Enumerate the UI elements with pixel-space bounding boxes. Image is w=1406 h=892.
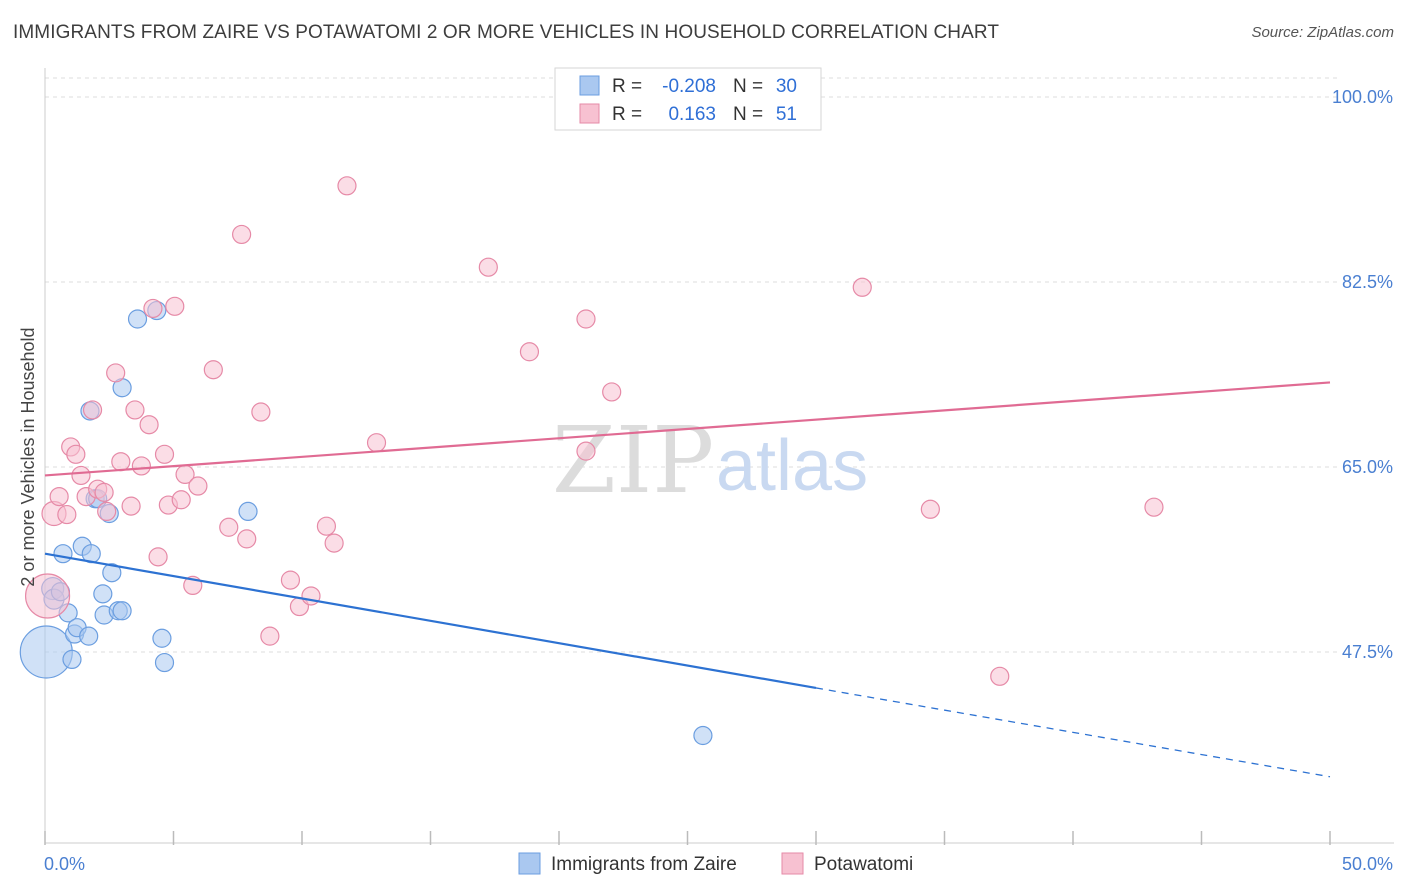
legend-label-zaire: Immigrants from Zaire — [551, 854, 737, 875]
potawatomi-point — [143, 298, 163, 319]
potawatomi-point — [94, 482, 114, 502]
zaire-point — [154, 652, 175, 673]
zaire-point — [93, 584, 113, 604]
potawatomi-point — [66, 444, 86, 464]
potawatomi-point — [121, 496, 141, 516]
potawatomi-point — [280, 570, 301, 590]
potawatomi-point — [203, 360, 223, 380]
trend-line-potawatomi — [44, 381, 1331, 477]
potawatomi-point — [366, 433, 387, 453]
potawatomi-point — [219, 517, 239, 537]
zaire-point — [693, 725, 713, 746]
potawatomi-point — [920, 499, 940, 519]
stats-n-value-2: 51 — [776, 104, 797, 125]
stats-n-label-2: N = — [733, 104, 763, 125]
potawatomi-point — [57, 504, 77, 525]
potawatomi-point — [519, 342, 540, 362]
x-tick-label-0: 0.0% — [44, 854, 85, 874]
potawatomi-point — [260, 626, 280, 646]
series-potawatomi — [24, 176, 1164, 686]
zaire-point — [53, 544, 73, 564]
potawatomi-point — [97, 501, 117, 521]
legend-swatch-potawatomi — [781, 852, 804, 875]
potawatomi-point — [131, 456, 151, 476]
potawatomi-point — [171, 490, 191, 510]
potawatomi-point — [1144, 497, 1164, 517]
watermark-atlas: atlas — [716, 426, 868, 506]
zaire-point — [62, 649, 82, 670]
zaire-point — [127, 309, 148, 329]
potawatomi-point — [188, 476, 208, 496]
stats-r-label-1: R = — [612, 76, 642, 97]
potawatomi-point — [106, 363, 126, 383]
stats-n-label-1: N = — [733, 76, 763, 97]
potawatomi-point — [324, 533, 344, 553]
x-tick-label-1: 50.0% — [1342, 854, 1393, 874]
legend-label-potawatomi: Potawatomi — [814, 854, 913, 875]
stats-r-value-1: -0.208 — [662, 76, 716, 97]
stats-legend: R = -0.208 N = 30 R = 0.163 N = 51 — [554, 67, 822, 131]
potawatomi-point — [602, 382, 622, 402]
zaire-point — [112, 601, 132, 621]
stats-n-value-1: 30 — [776, 76, 797, 97]
trend-line-zaire-extrapolated — [815, 687, 1331, 778]
source-credit: Source: ZipAtlas.com — [1251, 24, 1394, 41]
potawatomi-point — [232, 224, 252, 245]
tick-label-layer: 100.0% 82.5% 65.0% 47.5% 0.0% 50.0% — [44, 87, 1393, 874]
trend-line-zaire — [44, 552, 817, 690]
zaire-point — [19, 625, 73, 679]
y-tick-label-1: 82.5% — [1342, 272, 1393, 292]
watermark: ZIP atlas — [552, 407, 868, 514]
trend-layer — [44, 381, 1331, 778]
y-tick-label-3: 47.5% — [1342, 642, 1393, 662]
watermark-zip: ZIP — [552, 407, 714, 514]
potawatomi-point — [852, 277, 872, 297]
potawatomi-point — [49, 487, 69, 507]
zaire-point — [79, 626, 99, 646]
potawatomi-point — [71, 465, 91, 486]
series-legend: Immigrants from Zaire Potawatomi — [518, 852, 913, 875]
potawatomi-point — [111, 452, 131, 472]
potawatomi-point — [990, 666, 1010, 686]
potawatomi-point — [82, 400, 103, 420]
potawatomi-point — [316, 516, 337, 536]
series-immigrants-from-zaire — [19, 300, 713, 746]
grid-layer — [45, 77, 1338, 653]
potawatomi-point — [24, 573, 71, 619]
potawatomi-point — [165, 296, 185, 316]
potawatomi-point — [148, 547, 168, 567]
potawatomi-point — [337, 176, 357, 196]
stats-r-label-2: R = — [612, 104, 642, 125]
stats-legend-swatch-blue — [579, 75, 600, 96]
potawatomi-point — [251, 402, 271, 422]
potawatomi-point — [154, 444, 175, 464]
potawatomi-point — [301, 586, 321, 606]
y-tick-label-2: 65.0% — [1342, 457, 1393, 477]
potawatomi-point — [237, 529, 257, 549]
potawatomi-point — [576, 309, 596, 329]
y-tick-label-0: 100.0% — [1332, 87, 1393, 107]
stats-legend-swatch-pink — [579, 103, 600, 124]
chart-title: IMMIGRANTS FROM ZAIRE VS POTAWATOMI 2 OR… — [13, 22, 1000, 43]
zaire-point — [238, 501, 258, 521]
potawatomi-point — [576, 441, 596, 461]
zaire-point — [102, 563, 122, 583]
potawatomi-point — [478, 257, 498, 277]
legend-swatch-zaire — [518, 852, 541, 875]
zaire-point — [152, 628, 172, 648]
axis-layer — [44, 68, 1394, 845]
y-axis-label: 2 or more Vehicles in Household — [18, 327, 38, 586]
potawatomi-point — [139, 415, 159, 435]
potawatomi-point — [125, 400, 145, 420]
stats-r-value-2: 0.163 — [668, 104, 716, 125]
